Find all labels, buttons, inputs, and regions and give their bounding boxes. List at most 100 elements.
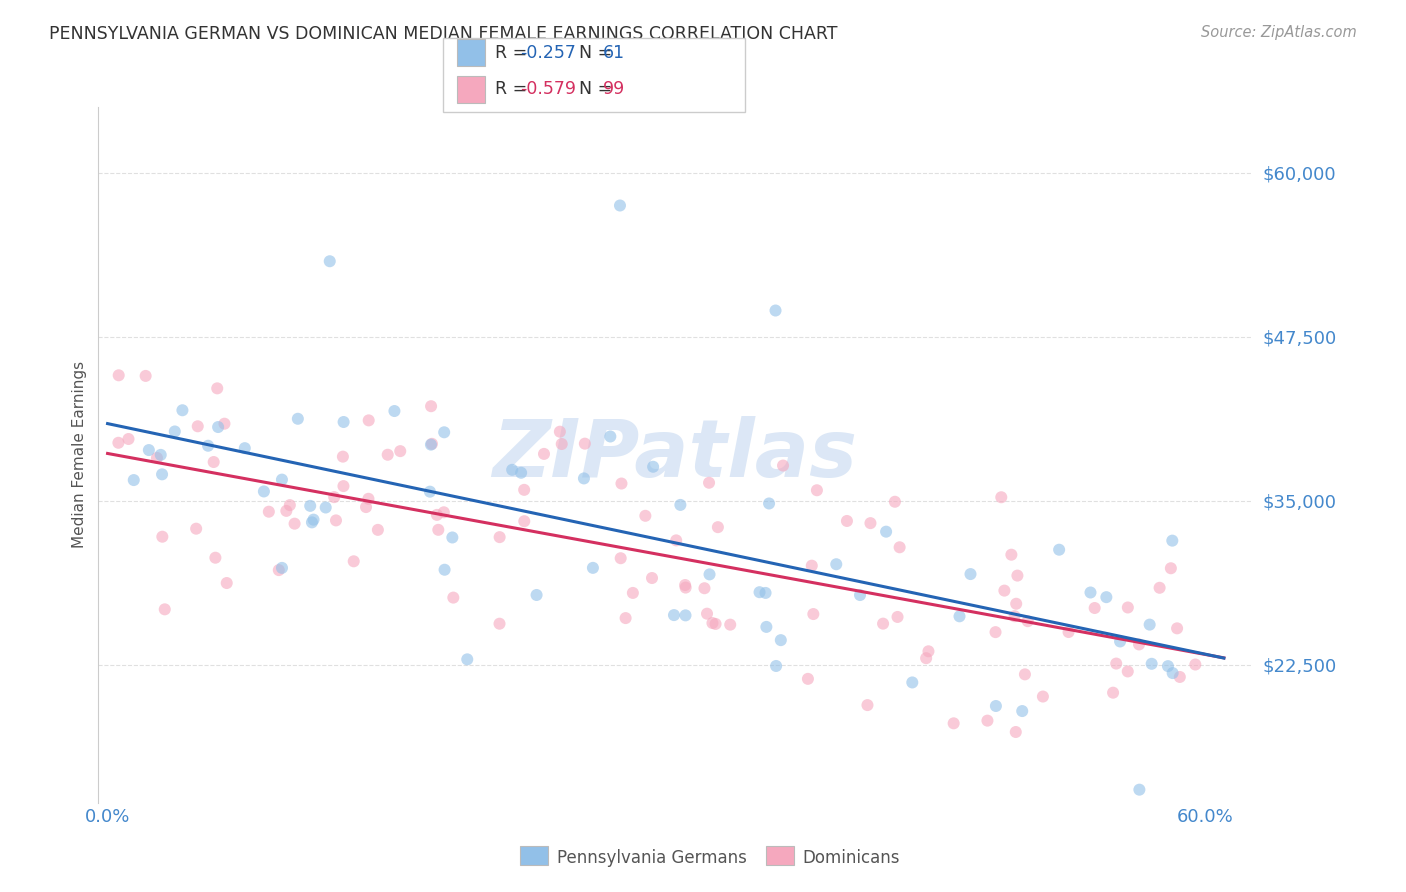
Point [889, 541, 911, 555]
Point [572, 471, 595, 485]
Point [748, 585, 770, 599]
Point [976, 714, 998, 728]
Point [332, 415, 354, 429]
Point [641, 571, 664, 585]
Point [325, 513, 347, 527]
Point [488, 530, 510, 544]
Point [1139, 617, 1161, 632]
Point [186, 522, 208, 536]
Point [1105, 657, 1128, 671]
Point [693, 581, 716, 595]
Text: N =: N = [579, 80, 619, 98]
Point [699, 567, 721, 582]
Point [883, 495, 905, 509]
Point [856, 698, 879, 712]
Point [574, 436, 596, 450]
Point [984, 625, 1007, 640]
Point [582, 561, 605, 575]
Point [302, 513, 325, 527]
Text: N =: N = [579, 44, 619, 62]
Point [207, 381, 229, 395]
Y-axis label: Median Female Earnings: Median Female Earnings [72, 361, 87, 549]
Point [1014, 667, 1036, 681]
Point [1057, 625, 1080, 640]
Point [1000, 548, 1022, 562]
Point [332, 479, 354, 493]
Point [610, 476, 633, 491]
Point [1140, 657, 1163, 671]
Point [271, 473, 294, 487]
Text: 99: 99 [603, 80, 626, 98]
Point [765, 659, 787, 673]
Point [1102, 686, 1125, 700]
Point [718, 617, 741, 632]
Point [1157, 659, 1180, 673]
Point [621, 586, 644, 600]
Point [609, 551, 631, 566]
Point [287, 411, 309, 425]
Point [367, 523, 389, 537]
Point [673, 578, 696, 592]
Point [769, 633, 792, 648]
Point [872, 616, 894, 631]
Point [825, 558, 848, 572]
Point [207, 420, 229, 434]
Point [675, 608, 697, 623]
Point [1004, 609, 1026, 624]
Point [441, 591, 464, 605]
Point [510, 466, 533, 480]
Point [765, 303, 787, 318]
Point [257, 505, 280, 519]
Point [149, 448, 172, 462]
Point [135, 368, 157, 383]
Point [299, 499, 322, 513]
Point [433, 425, 456, 440]
Point [202, 455, 225, 469]
Point [357, 413, 380, 427]
Text: R =: R = [495, 80, 533, 98]
Point [354, 500, 377, 514]
Point [797, 672, 820, 686]
Point [875, 524, 897, 539]
Point [609, 198, 631, 212]
Point [614, 611, 637, 625]
Point [548, 425, 571, 439]
Point [456, 652, 478, 666]
Point [704, 616, 727, 631]
Point [197, 439, 219, 453]
Text: Source: ZipAtlas.com: Source: ZipAtlas.com [1201, 25, 1357, 40]
Point [1160, 561, 1182, 575]
Point [488, 616, 510, 631]
Point [1149, 581, 1171, 595]
Point [513, 514, 536, 528]
Point [1116, 600, 1139, 615]
Point [332, 450, 354, 464]
Point [599, 429, 621, 443]
Text: -0.579: -0.579 [520, 80, 576, 98]
Point [1095, 590, 1118, 604]
Point [1128, 782, 1150, 797]
Text: ZIPatlas: ZIPatlas [492, 416, 858, 494]
Point [915, 651, 938, 665]
Point [835, 514, 858, 528]
Point [1168, 670, 1191, 684]
Point [427, 523, 450, 537]
Point [384, 404, 406, 418]
Point [669, 498, 692, 512]
Point [662, 608, 685, 623]
Point [117, 432, 139, 446]
Point [990, 490, 1012, 504]
Point [696, 607, 718, 621]
Point [533, 447, 555, 461]
Point [138, 443, 160, 458]
Point [1007, 568, 1029, 582]
Point [942, 716, 965, 731]
Point [513, 483, 536, 497]
Point [420, 437, 443, 451]
Point [801, 607, 824, 621]
Point [526, 588, 548, 602]
Point [697, 475, 720, 490]
Point [1161, 533, 1184, 548]
Point [643, 459, 665, 474]
Text: -0.257: -0.257 [520, 44, 576, 62]
